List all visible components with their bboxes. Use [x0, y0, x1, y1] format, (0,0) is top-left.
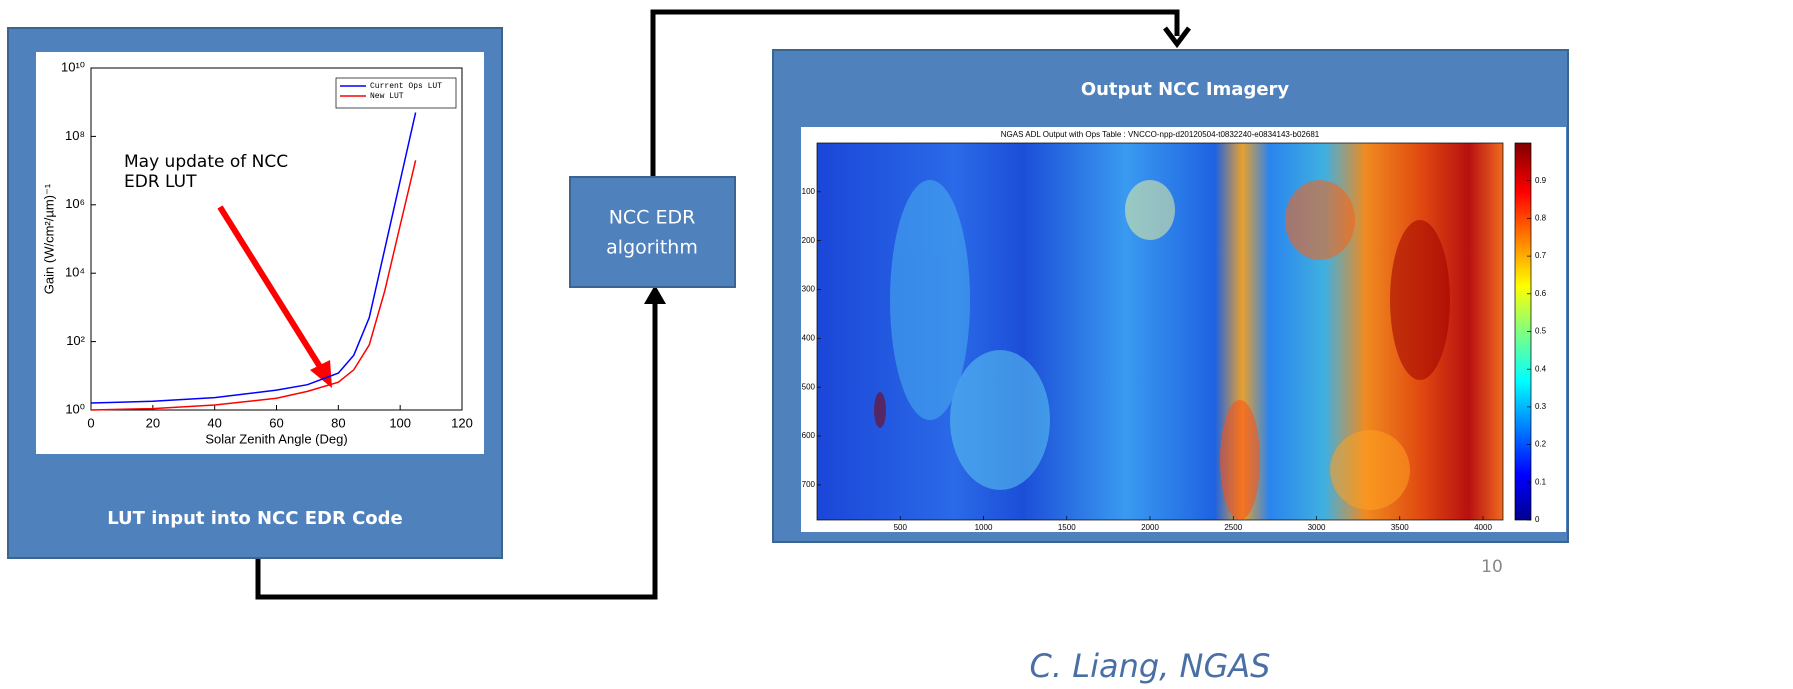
colorbar-tick-label: 0.6: [1535, 289, 1547, 298]
colorbar-tick-label: 0: [1535, 515, 1540, 524]
y-tick-label: 10⁸: [65, 128, 85, 143]
colorbar-tick-label: 0.3: [1535, 402, 1547, 411]
page: {"chart_data": {"type": "line", "x": [0,…: [0, 0, 1793, 685]
right-title: Output NCC Imagery: [1081, 79, 1290, 100]
image-x-tick-label: 1500: [1058, 523, 1076, 532]
colorbar-tick-label: 0.8: [1535, 214, 1547, 223]
image-x-tick-label: 4000: [1474, 523, 1492, 532]
algorithm-box: [570, 177, 735, 287]
x-axis-label: Solar Zenith Angle (Deg): [205, 431, 347, 446]
image-x-tick-label: 3500: [1391, 523, 1409, 532]
image-x-tick-label: 2500: [1224, 523, 1242, 532]
colorbar-tick-label: 0.2: [1535, 440, 1547, 449]
colorbar-tick-label: 0.4: [1535, 364, 1547, 373]
colorbar-tick-label: 0.5: [1535, 327, 1547, 336]
y-axis-label: Gain (W/cm²/µm)⁻¹: [41, 183, 56, 294]
image-title: NGAS ADL Output with Ops Table : VNCCO-n…: [1001, 130, 1320, 139]
y-tick-label: 10²: [66, 333, 85, 348]
x-tick-label: 0: [87, 415, 94, 430]
x-tick-label: 40: [207, 415, 221, 430]
algorithm-label: algorithm: [606, 237, 698, 259]
page-number: 10: [1481, 557, 1503, 577]
x-tick-label: 100: [389, 415, 411, 430]
image-y-tick-label: 300: [802, 285, 816, 294]
image-y-tick-label: 700: [802, 480, 816, 489]
credit: C. Liang, NGAS: [1030, 647, 1271, 685]
y-tick-label: 10⁶: [65, 196, 85, 211]
y-tick-label: 10⁰: [65, 401, 85, 416]
left-caption: LUT input into NCC EDR Code: [107, 508, 403, 529]
colorbar-tick-label: 0.1: [1535, 477, 1547, 486]
slide: LUT input into NCC EDR Code NCC EDR algo…: [0, 0, 1793, 685]
image-y-tick-label: 500: [802, 382, 816, 391]
x-tick-label: 60: [269, 415, 283, 430]
y-tick-label: 10⁴: [65, 265, 85, 280]
x-tick-label: 20: [146, 415, 160, 430]
image-y-tick-label: 600: [802, 431, 816, 440]
chart-area: [36, 52, 484, 454]
y-tick-label: 10¹⁰: [61, 59, 85, 74]
algorithm-label: NCC EDR: [609, 207, 696, 229]
x-tick-label: 120: [451, 415, 473, 430]
image-x-tick-label: 1000: [975, 523, 993, 532]
image-y-tick-label: 200: [802, 236, 816, 245]
image-x-tick-label: 3000: [1308, 523, 1326, 532]
image-x-tick-label: 500: [894, 523, 908, 532]
image-y-tick-label: 400: [802, 333, 816, 342]
image-x-tick-label: 2000: [1141, 523, 1159, 532]
annotation: EDR LUT: [124, 172, 197, 192]
legend-label: New LUT: [370, 92, 404, 101]
image-y-tick-label: 100: [802, 187, 816, 196]
annotation: May update of NCC: [124, 152, 288, 172]
legend-label: Current Ops LUT: [370, 82, 442, 91]
x-tick-label: 80: [331, 415, 345, 430]
colorbar-tick-label: 0.9: [1535, 176, 1547, 185]
colorbar-tick-label: 0.7: [1535, 251, 1547, 260]
